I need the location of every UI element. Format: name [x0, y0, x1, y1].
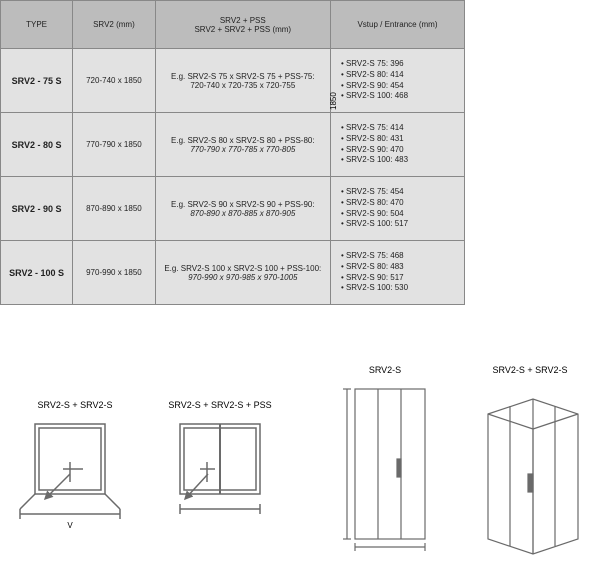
cell-dim: 720-740 x 1850	[73, 49, 155, 113]
cell-type: SRV2 - 80 S	[1, 113, 73, 177]
cell-entrance: • SRV2-S 75: 396 • SRV2-S 80: 414 • SRV2…	[330, 49, 464, 113]
col-combo: SRV2 + PSS SRV2 + SRV2 + PSS (mm)	[155, 1, 330, 49]
e1: • SRV2-S 75: 454	[341, 187, 404, 196]
diagram-label: SRV2-S	[330, 365, 440, 375]
col-combo-text: SRV2 + PSS SRV2 + SRV2 + PSS (mm)	[194, 16, 291, 34]
cell-dim: 970-990 x 1850	[73, 241, 155, 305]
e2: • SRV2-S 80: 414	[341, 70, 404, 79]
diagram-row: SRV2-S + SRV2-S V SRV2-S + SRV2-S + PSS	[0, 380, 600, 580]
height-label: 1850	[329, 92, 338, 110]
table-row: SRV2 - 80 S 770-790 x 1850 E.g. SRV2-S 8…	[1, 113, 465, 177]
table-row: SRV2 - 90 S 870-890 x 1850 E.g. SRV2-S 9…	[1, 177, 465, 241]
cell-dim: 870-890 x 1850	[73, 177, 155, 241]
e4: • SRV2-S 100: 530	[341, 283, 408, 292]
spec-table: TYPE SRV2 (mm) SRV2 + PSS SRV2 + SRV2 + …	[0, 0, 465, 305]
diagram-label: SRV2-S + SRV2-S	[10, 400, 140, 410]
col-srv2: SRV2 (mm)	[73, 1, 155, 49]
cell-entrance: • SRV2-S 75: 414 • SRV2-S 80: 431 • SRV2…	[330, 113, 464, 177]
cell-combo: E.g. SRV2-S 75 x SRV2-S 75 + PSS-75: 720…	[155, 49, 330, 113]
combo-line1: E.g. SRV2-S 75 x SRV2-S 75 + PSS-75:	[171, 72, 315, 81]
diagram-corner-2: SRV2-S + SRV2-S + PSS	[155, 400, 285, 559]
combo-line2: 870-890 x 870-885 x 870-905	[190, 209, 295, 218]
combo-line1: E.g. SRV2-S 80 x SRV2-S 80 + PSS-80:	[171, 136, 315, 145]
e4: • SRV2-S 100: 517	[341, 219, 408, 228]
panel-diagram-icon	[335, 379, 435, 554]
cell-type: SRV2 - 75 S	[1, 49, 73, 113]
e4: • SRV2-S 100: 483	[341, 155, 408, 164]
cell-combo: E.g. SRV2-S 80 x SRV2-S 80 + PSS-80: 770…	[155, 113, 330, 177]
e2: • SRV2-S 80: 470	[341, 198, 404, 207]
e3: • SRV2-S 90: 470	[341, 145, 404, 154]
cell-combo: E.g. SRV2-S 90 x SRV2-S 90 + PSS-90: 870…	[155, 177, 330, 241]
cell-dim: 770-790 x 1850	[73, 113, 155, 177]
e2: • SRV2-S 80: 483	[341, 262, 404, 271]
diagram-label: SRV2-S + SRV2-S + PSS	[155, 400, 285, 410]
cell-type: SRV2 - 90 S	[1, 177, 73, 241]
e3: • SRV2-S 90: 454	[341, 81, 404, 90]
table-row: SRV2 - 75 S 720-740 x 1850 E.g. SRV2-S 7…	[1, 49, 465, 113]
diagram-corner-1: SRV2-S + SRV2-S V	[10, 400, 140, 559]
col-type: TYPE	[1, 1, 73, 49]
iso-diagram-icon	[473, 379, 588, 559]
e3: • SRV2-S 90: 504	[341, 209, 404, 218]
combo-line1: E.g. SRV2-S 100 x SRV2-S 100 + PSS-100:	[164, 264, 321, 273]
e1: • SRV2-S 75: 396	[341, 59, 404, 68]
v-label: V	[67, 521, 73, 530]
combo-line2: 720-740 x 720-735 x 720-755	[190, 81, 295, 90]
e4: • SRV2-S 100: 468	[341, 91, 408, 100]
cell-type: SRV2 - 100 S	[1, 241, 73, 305]
e1: • SRV2-S 75: 468	[341, 251, 404, 260]
diagram-3d: SRV2-S + SRV2-S	[470, 365, 590, 564]
col-entrance: Vstup / Entrance (mm)	[330, 1, 464, 49]
diagram-label: SRV2-S + SRV2-S	[470, 365, 590, 375]
corner-diagram-icon: V	[15, 414, 135, 554]
diagram-panel: SRV2-S 1850	[330, 365, 440, 559]
header-row: TYPE SRV2 (mm) SRV2 + PSS SRV2 + SRV2 + …	[1, 1, 465, 49]
corner-pss-diagram-icon	[160, 414, 280, 554]
cell-entrance: • SRV2-S 75: 454 • SRV2-S 80: 470 • SRV2…	[330, 177, 464, 241]
e3: • SRV2-S 90: 517	[341, 273, 404, 282]
combo-line2: 970-990 x 970-985 x 970-1005	[188, 273, 297, 282]
e2: • SRV2-S 80: 431	[341, 134, 404, 143]
cell-entrance: • SRV2-S 75: 468 • SRV2-S 80: 483 • SRV2…	[330, 241, 464, 305]
cell-combo: E.g. SRV2-S 100 x SRV2-S 100 + PSS-100: …	[155, 241, 330, 305]
table-row: SRV2 - 100 S 970-990 x 1850 E.g. SRV2-S …	[1, 241, 465, 305]
e1: • SRV2-S 75: 414	[341, 123, 404, 132]
combo-line2: 770-790 x 770-785 x 770-805	[190, 145, 295, 154]
combo-line1: E.g. SRV2-S 90 x SRV2-S 90 + PSS-90:	[171, 200, 315, 209]
